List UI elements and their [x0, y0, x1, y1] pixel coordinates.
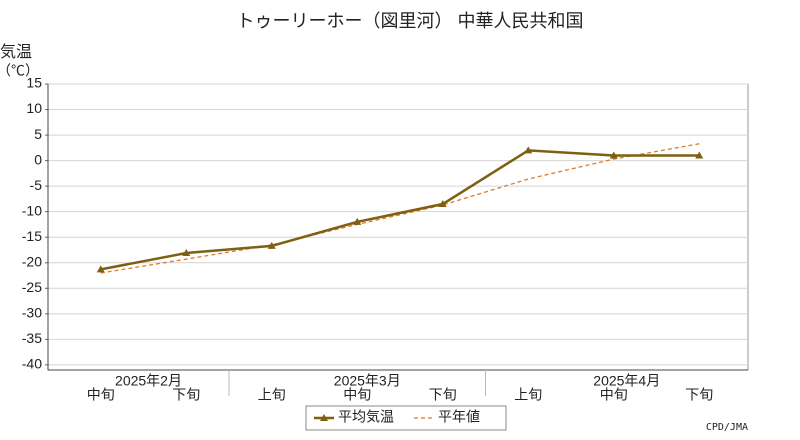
point-marker [524, 146, 533, 154]
x-tick-label: 中旬 [87, 387, 115, 403]
y-tick-label: 0 [34, 151, 42, 167]
plot-frame [47, 83, 749, 371]
x-tick-label: 中旬 [600, 387, 628, 403]
x-tick-label: 中旬 [343, 387, 371, 403]
x-tick-label: 上旬 [258, 387, 286, 403]
legend-label: 平均気温 [338, 409, 394, 425]
point-marker [695, 151, 704, 159]
y-tick-label: -15 [22, 228, 42, 244]
legend-box [305, 405, 507, 431]
y-tick-label: -30 [22, 305, 42, 321]
legend-label: 平年値 [438, 409, 480, 425]
point-marker [438, 200, 447, 208]
y-tick-label: -40 [22, 356, 42, 372]
y-tick-label: 5 [34, 126, 42, 142]
source: CPD/JMA [706, 422, 748, 433]
y-tick-label: -10 [22, 202, 42, 218]
x-tick-label: 下旬 [429, 387, 457, 403]
point-marker [609, 151, 618, 159]
y-tick-label: -35 [22, 330, 42, 346]
point-marker [96, 265, 105, 273]
y-tick-label: 10 [26, 100, 42, 116]
y-axis-label: 気温 [0, 43, 32, 61]
series-line [100, 143, 700, 274]
y-tick-label: -25 [22, 279, 42, 295]
point-marker [182, 249, 191, 257]
point-marker [267, 241, 276, 249]
y-tick-label: -5 [30, 177, 43, 193]
point-marker [353, 217, 362, 225]
chart-title: トゥーリーホー（図里河） 中華人民共和国 [237, 11, 584, 31]
y-axis-unit: （℃） [0, 63, 39, 79]
x-group-label: 2025年3月 [334, 373, 401, 389]
x-tick-label: 下旬 [685, 387, 713, 403]
y-tick-label: 15 [26, 75, 42, 91]
x-group-label: 2025年2月 [115, 373, 182, 389]
legend-marker [320, 414, 328, 421]
y-tick-label: -20 [22, 253, 42, 269]
x-tick-label: 上旬 [514, 387, 542, 403]
series-line [100, 149, 700, 271]
x-group-label: 2025年4月 [593, 373, 660, 389]
x-tick-label: 下旬 [172, 387, 200, 403]
